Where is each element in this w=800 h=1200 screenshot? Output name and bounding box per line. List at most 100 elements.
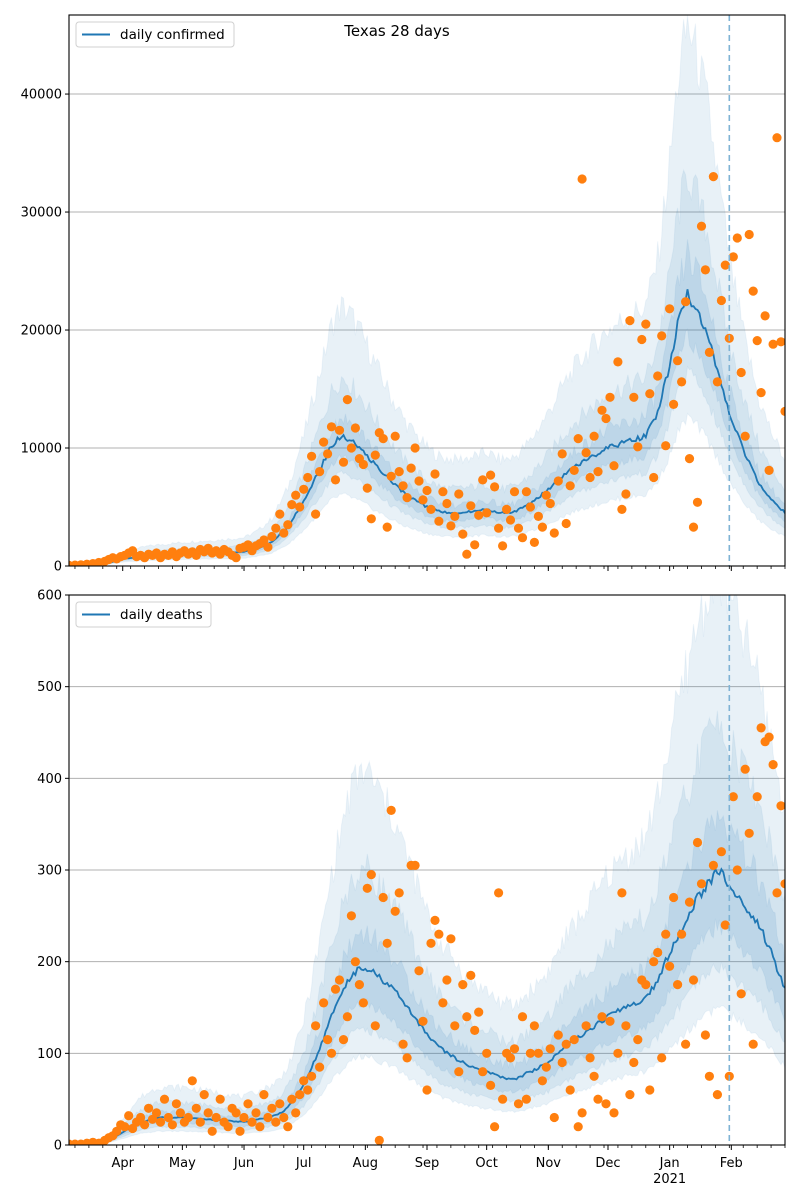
scatter-point bbox=[338, 1035, 349, 1045]
scatter-point bbox=[696, 879, 707, 889]
xtick-label: Oct bbox=[475, 1156, 497, 1171]
scatter-point bbox=[780, 406, 785, 416]
scatter-point bbox=[537, 522, 548, 532]
scatter-point bbox=[223, 1122, 233, 1132]
ytick-label: 300 bbox=[37, 864, 62, 879]
scatter-point bbox=[406, 463, 416, 473]
confirmed-panel: 0 10000 20000 30000 40000 Texas 28 days daily … bbox=[21, 14, 786, 575]
scatter-point bbox=[692, 837, 703, 848]
scatter-point bbox=[287, 1094, 297, 1104]
scatter-point bbox=[386, 471, 396, 481]
scatter-point bbox=[688, 522, 699, 532]
scatter-point bbox=[613, 1048, 623, 1058]
scatter-point bbox=[279, 1112, 289, 1123]
scatter-point bbox=[760, 311, 770, 321]
scatter-point bbox=[629, 1057, 639, 1068]
xtick-label: Aug bbox=[353, 1156, 378, 1171]
scatter-point bbox=[358, 998, 368, 1008]
scatter-point bbox=[700, 265, 711, 275]
scatter-point bbox=[207, 1126, 217, 1136]
scatter-point bbox=[326, 422, 337, 432]
scatter-point bbox=[271, 523, 281, 533]
scatter-point bbox=[498, 1094, 508, 1104]
scatter-point bbox=[569, 1035, 579, 1045]
scatter-point bbox=[637, 334, 647, 345]
scatter-point bbox=[768, 760, 778, 770]
scatter-point bbox=[478, 475, 488, 485]
scatter-point bbox=[410, 860, 420, 871]
scatter-point bbox=[402, 1053, 412, 1063]
scatter-point bbox=[155, 1117, 166, 1127]
scatter-point bbox=[414, 476, 424, 486]
scatter-point bbox=[589, 1071, 599, 1081]
scatter-point bbox=[334, 425, 345, 435]
scatter-point bbox=[211, 1112, 221, 1123]
deaths-panel: 0 100 200 300 400 500 600 Apr May Jun Jul Aug Sep Oct… bbox=[37, 589, 786, 1187]
scatter-point bbox=[732, 233, 742, 243]
scatter-point bbox=[390, 431, 400, 441]
scatter-point bbox=[163, 1112, 173, 1123]
scatter-point bbox=[553, 1030, 563, 1040]
scatter-point bbox=[533, 511, 544, 521]
ytick-label: 500 bbox=[37, 680, 62, 695]
scatter-point bbox=[649, 472, 659, 483]
ytick-label: 600 bbox=[37, 589, 62, 604]
scatter-point bbox=[768, 339, 778, 349]
scatter-point bbox=[641, 980, 651, 990]
xtick-label: Nov bbox=[536, 1156, 562, 1171]
scatter-point bbox=[581, 448, 591, 458]
scatter-point bbox=[342, 395, 352, 405]
scatter-point bbox=[338, 457, 349, 467]
xtick-label: Feb bbox=[720, 1156, 743, 1171]
scatter-point bbox=[478, 1067, 488, 1077]
xtick-label: Sep bbox=[415, 1156, 440, 1171]
scatter-point bbox=[589, 431, 599, 441]
scatter-point bbox=[450, 511, 460, 521]
scatter-point bbox=[470, 1025, 480, 1035]
scatter-point bbox=[175, 1108, 185, 1118]
scatter-point bbox=[442, 498, 452, 509]
legend-box bbox=[75, 21, 235, 48]
scatter-point bbox=[354, 980, 364, 990]
scatter-point bbox=[358, 459, 368, 470]
scatter-point bbox=[279, 528, 289, 538]
scatter-point bbox=[120, 1122, 130, 1132]
scatter-point bbox=[362, 483, 372, 493]
scatter-point bbox=[521, 1094, 532, 1104]
scatter-point bbox=[673, 356, 683, 366]
scatter-point bbox=[482, 1048, 492, 1058]
scatter-point bbox=[661, 929, 671, 939]
scatter-point bbox=[613, 357, 623, 367]
scatter-point bbox=[681, 1039, 691, 1049]
ytick-label: 30000 bbox=[21, 206, 62, 221]
scatter-point bbox=[462, 1012, 472, 1022]
scatter-point bbox=[362, 883, 372, 893]
scatter-point bbox=[378, 892, 388, 903]
xtick-label: Dec bbox=[595, 1156, 620, 1171]
scatter-point bbox=[215, 1094, 225, 1104]
ytick-label: 0 bbox=[54, 1139, 62, 1154]
scatter-point bbox=[665, 961, 675, 971]
scatter-point bbox=[235, 1126, 245, 1136]
scatter-point bbox=[370, 450, 380, 460]
scatter-point bbox=[382, 938, 392, 948]
band-outer bbox=[69, 15, 785, 566]
scatter-point bbox=[350, 957, 360, 967]
scatter-point bbox=[291, 490, 301, 500]
scatter-point bbox=[673, 980, 683, 990]
scatter-point bbox=[712, 377, 723, 387]
scatter-point bbox=[267, 531, 277, 542]
scatter-point bbox=[167, 1120, 177, 1130]
scatter-point bbox=[263, 1112, 273, 1123]
scatter-point bbox=[434, 516, 444, 526]
scatter-point bbox=[370, 1021, 380, 1031]
scatter-point bbox=[486, 1080, 496, 1090]
scatter-point bbox=[573, 1122, 583, 1132]
scatter-point bbox=[517, 533, 528, 543]
scatter-point bbox=[199, 1090, 209, 1100]
ytick-label: 400 bbox=[37, 772, 62, 787]
scatter-point bbox=[450, 1021, 460, 1031]
scatter-point bbox=[653, 371, 663, 381]
scatter-point bbox=[366, 870, 376, 880]
scatter-point bbox=[545, 498, 555, 509]
